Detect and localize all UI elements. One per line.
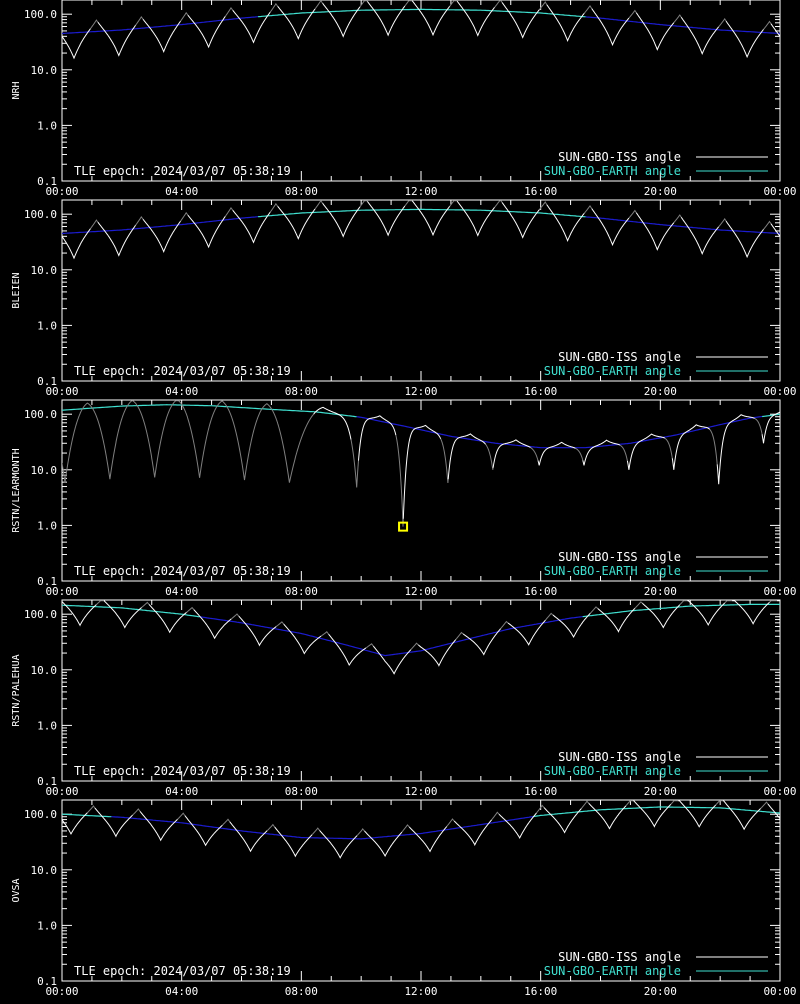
y-tick-label: 10.0 xyxy=(31,64,58,77)
x-tick-label: 04:00 xyxy=(165,785,198,798)
x-tick-label: 00:00 xyxy=(763,185,796,198)
legend-iss-label: SUN-GBO-ISS angle xyxy=(558,150,681,164)
y-axis-label: RSTN/LEARMONTH xyxy=(11,448,22,532)
x-tick-label: 00:00 xyxy=(45,585,78,598)
y-axis-label: BLEIEN xyxy=(11,272,22,308)
legend-earth-label: SUN-GBO-EARTH angle xyxy=(544,964,681,978)
x-tick-label: 08:00 xyxy=(285,785,318,798)
y-tick-label: 10.0 xyxy=(31,864,58,877)
x-tick-label: 16:00 xyxy=(524,785,557,798)
x-tick-label: 12:00 xyxy=(404,585,437,598)
y-tick-label: 10.0 xyxy=(31,664,58,677)
y-tick-label: 10.0 xyxy=(31,264,58,277)
y-tick-label: 1.0 xyxy=(37,919,57,932)
legend-earth-label: SUN-GBO-EARTH angle xyxy=(544,164,681,178)
x-tick-label: 20:00 xyxy=(644,185,677,198)
y-tick-label: 100.0 xyxy=(24,8,57,21)
x-tick-label: 12:00 xyxy=(404,985,437,998)
x-tick-label: 08:00 xyxy=(285,385,318,398)
y-tick-label: 100.0 xyxy=(24,208,57,221)
y-tick-label: 1.0 xyxy=(37,519,57,532)
x-tick-label: 16:00 xyxy=(524,185,557,198)
x-tick-label: 00:00 xyxy=(45,385,78,398)
tle-epoch-annotation: TLE epoch: 2024/03/07 05:38:19 xyxy=(74,964,291,978)
x-tick-label: 08:00 xyxy=(285,185,318,198)
x-tick-label: 04:00 xyxy=(165,585,198,598)
y-axis-label: RSTN/PALEHUA xyxy=(11,654,22,726)
x-tick-label: 04:00 xyxy=(165,185,198,198)
legend-iss-label: SUN-GBO-ISS angle xyxy=(558,550,681,564)
y-tick-label: 1.0 xyxy=(37,319,57,332)
legend-earth-label: SUN-GBO-EARTH angle xyxy=(544,564,681,578)
legend-iss-label: SUN-GBO-ISS angle xyxy=(558,950,681,964)
x-tick-label: 16:00 xyxy=(524,585,557,598)
x-tick-label: 20:00 xyxy=(644,785,677,798)
x-tick-label: 00:00 xyxy=(763,385,796,398)
x-tick-label: 16:00 xyxy=(524,985,557,998)
legend-iss-label: SUN-GBO-ISS angle xyxy=(558,350,681,364)
tle-epoch-annotation: TLE epoch: 2024/03/07 05:38:19 xyxy=(74,564,291,578)
tle-epoch-annotation: TLE epoch: 2024/03/07 05:38:19 xyxy=(74,764,291,778)
legend-earth-label: SUN-GBO-EARTH angle xyxy=(544,764,681,778)
x-tick-label: 16:00 xyxy=(524,385,557,398)
tle-epoch-annotation: TLE epoch: 2024/03/07 05:38:19 xyxy=(74,164,291,178)
x-tick-label: 12:00 xyxy=(404,785,437,798)
y-axis-label: NRH xyxy=(11,81,22,99)
x-tick-label: 08:00 xyxy=(285,585,318,598)
tle-epoch-annotation: TLE epoch: 2024/03/07 05:38:19 xyxy=(74,364,291,378)
x-tick-label: 00:00 xyxy=(45,185,78,198)
x-tick-label: 08:00 xyxy=(285,985,318,998)
y-tick-label: 10.0 xyxy=(31,464,58,477)
x-tick-label: 00:00 xyxy=(45,985,78,998)
y-axis-label: OVSA xyxy=(11,878,22,902)
x-tick-label: 20:00 xyxy=(644,585,677,598)
y-tick-label: 100.0 xyxy=(24,608,57,621)
legend-iss-label: SUN-GBO-ISS angle xyxy=(558,750,681,764)
x-tick-label: 20:00 xyxy=(644,985,677,998)
x-tick-label: 00:00 xyxy=(763,585,796,598)
x-tick-label: 04:00 xyxy=(165,385,198,398)
x-tick-label: 00:00 xyxy=(45,785,78,798)
y-tick-label: 100.0 xyxy=(24,408,57,421)
x-tick-label: 12:00 xyxy=(404,185,437,198)
y-tick-label: 100.0 xyxy=(24,808,57,821)
legend-earth-label: SUN-GBO-EARTH angle xyxy=(544,364,681,378)
x-tick-label: 12:00 xyxy=(404,385,437,398)
y-tick-label: 1.0 xyxy=(37,719,57,732)
x-tick-label: 00:00 xyxy=(763,985,796,998)
x-tick-label: 20:00 xyxy=(644,385,677,398)
x-tick-label: 00:00 xyxy=(763,785,796,798)
x-tick-label: 04:00 xyxy=(165,985,198,998)
y-tick-label: 1.0 xyxy=(37,119,57,132)
